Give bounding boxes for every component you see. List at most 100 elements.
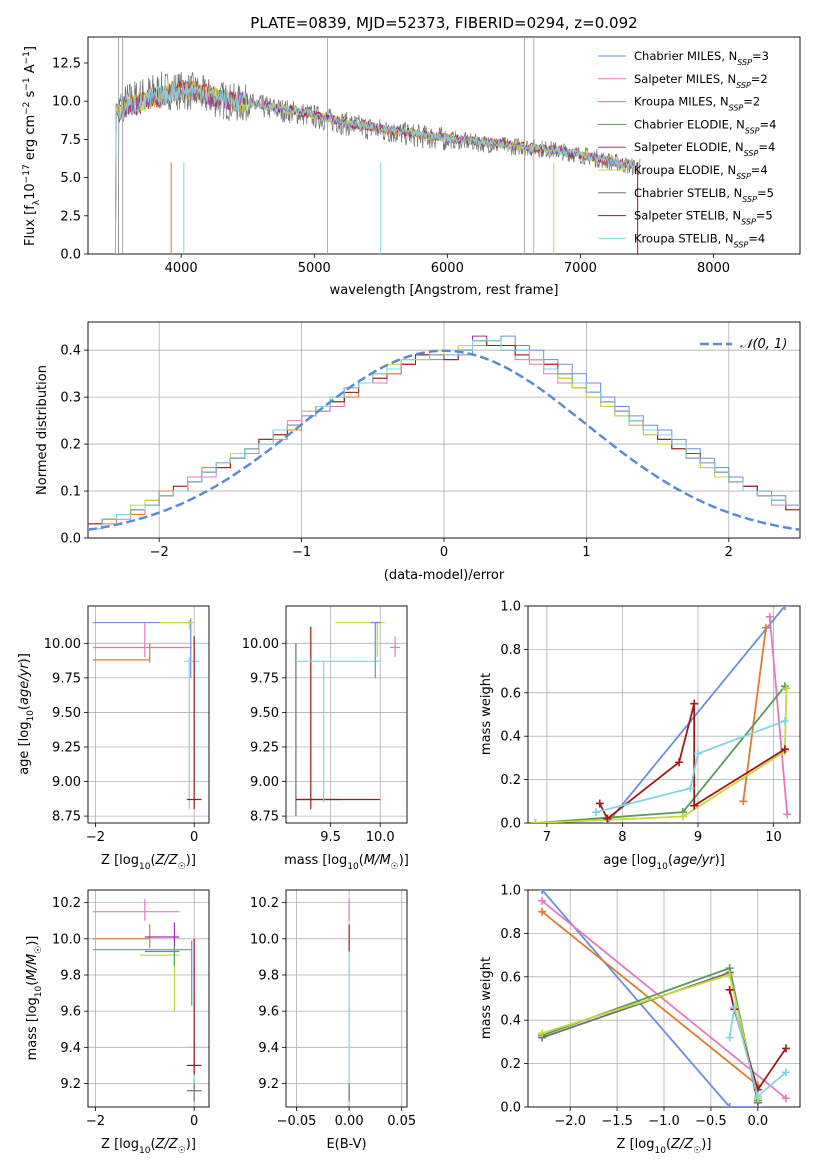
label-part: 10 xyxy=(23,183,38,200)
y-tick-label: 0.4 xyxy=(500,730,521,745)
label-part: =4 xyxy=(758,140,775,154)
label-part: )] xyxy=(186,853,196,868)
x-tick-label: 10 xyxy=(765,830,782,845)
x-tick-label: 7000 xyxy=(564,261,597,276)
axes-frame xyxy=(527,889,801,1108)
label-part: SSP xyxy=(734,240,749,249)
x-tick-label: 0.05 xyxy=(387,1114,416,1129)
y-tick-label: 10.0 xyxy=(250,932,279,947)
label-part: =5 xyxy=(757,186,774,200)
residuals-axes: −2 −1 0 1 2 0.0 0.1 0.2 0.3 0.4 𝒩(0, 1) (data-model… xyxy=(35,321,801,583)
label-part: 10 xyxy=(139,1146,151,1156)
label-part: Chabrier STELIB, N xyxy=(634,186,742,200)
y-axis-label: Flux [fλ10−17 erg cm−2 s−1 A−1] xyxy=(22,46,42,246)
weight-series xyxy=(595,720,786,813)
legend-entry: Salpeter MILES, NSSP=2 xyxy=(634,72,768,90)
y-tick-label: 9.4 xyxy=(60,1041,81,1056)
histogram-plot-area xyxy=(88,335,800,532)
y-tick-label: 12.5 xyxy=(52,56,81,71)
label-part: λ xyxy=(32,199,42,205)
y-tick-label: 9.8 xyxy=(258,968,279,983)
x-axis-label: Z [log10(Z/Z☉)] xyxy=(101,1137,196,1156)
label-part: )] xyxy=(715,853,725,868)
y-tick-label: 5.0 xyxy=(60,171,81,186)
label-part: ( xyxy=(359,853,364,868)
weight-series xyxy=(768,616,789,815)
model-spectrum xyxy=(114,79,635,254)
normal-curve xyxy=(88,349,800,532)
label-part: Kroupa MILES, N xyxy=(634,95,729,109)
label-part: )] xyxy=(399,853,409,868)
weight-marker xyxy=(538,907,547,916)
label-part: =5 xyxy=(756,209,773,223)
label-part: ( xyxy=(668,853,673,868)
y-tick-label: 10.2 xyxy=(52,896,81,911)
label-part: SSP xyxy=(736,80,751,89)
x-tick-label: 8000 xyxy=(697,261,730,276)
x-tick-label: 2 xyxy=(725,545,733,560)
label-part: M/M xyxy=(364,853,391,868)
label-part: A xyxy=(23,64,38,77)
label-part: 10 xyxy=(656,862,668,872)
x-tick-label: 1 xyxy=(582,545,590,560)
y-tick-label: 0.0 xyxy=(500,1101,521,1116)
label-part: −2 xyxy=(22,102,32,115)
weight-marker xyxy=(781,1044,790,1053)
x-tick-label: 0.0 xyxy=(747,1114,768,1129)
label-part: =2 xyxy=(751,72,768,86)
axes-frame xyxy=(87,36,801,255)
x-tick-label: −2 xyxy=(86,830,105,845)
y-tick-label: 9.75 xyxy=(250,671,279,686)
x-tick-label: −2.0 xyxy=(554,1114,586,1129)
y-tick-label: 9.00 xyxy=(52,775,81,790)
weight-series xyxy=(598,703,786,821)
label-part: =2 xyxy=(743,95,760,109)
label-part: −17 xyxy=(22,164,32,183)
mass-vs-z-plot-area xyxy=(92,899,202,1102)
y-axis-label: Normed distribution xyxy=(35,365,50,495)
x-tick-label: 5000 xyxy=(298,261,331,276)
weight-marker xyxy=(739,797,748,806)
y-tick-label: 0.6 xyxy=(500,686,521,701)
y-axis-label: age [log10(age/yr)] xyxy=(17,653,36,775)
y-tick-label: 10.00 xyxy=(44,637,81,652)
weight-marker xyxy=(725,970,734,979)
y-tick-label: 8.75 xyxy=(52,810,81,825)
x-axis-label: Z [log10(Z/Z☉)] xyxy=(617,1137,712,1156)
weight-marker xyxy=(780,717,789,726)
label-part: 10 xyxy=(139,862,151,872)
y-tick-label: 0.6 xyxy=(500,970,521,985)
weight-marker xyxy=(781,1068,790,1077)
weight-marker xyxy=(730,1003,739,1012)
y-tick-label: 0.0 xyxy=(500,817,521,832)
x-axis-label: Z [log10(Z/Z☉)] xyxy=(101,853,196,872)
weight-marker xyxy=(783,810,792,819)
weight-vs-z-axes: −2.0 −1.5 −1.0 −0.5 0.0 0.0 0.2 0.4 0.6 0.8 1.0 Z [… xyxy=(479,884,801,1156)
weight-vs-z-plot-area xyxy=(538,890,790,1107)
x-tick-label: 4000 xyxy=(165,261,198,276)
y-tick-label: 9.50 xyxy=(250,706,279,721)
legend-entry: Salpeter ELODIE, NSSP=4 xyxy=(634,140,775,158)
label-part: 10 xyxy=(26,710,36,722)
x-tick-label: −0.05 xyxy=(277,1114,317,1129)
label-part: )] xyxy=(25,936,40,946)
label-part: −1 xyxy=(22,77,32,90)
y-tick-label: 0.4 xyxy=(60,344,81,359)
y-tick-label: 9.25 xyxy=(52,740,81,755)
x-tick-label: −1.0 xyxy=(648,1114,680,1129)
x-axis-label: age [log10(age/yr)] xyxy=(603,853,725,872)
label-part: age/yr xyxy=(17,662,32,705)
age-vs-mass-axes: 9.5 10.0 8.75 9.00 9.25 9.50 9.75 10.00 mass [lo… xyxy=(242,605,409,872)
weight-marker xyxy=(592,808,600,817)
x-axis-label: wavelength [Angstrom, rest frame] xyxy=(330,283,559,298)
x-tick-label: 8 xyxy=(618,830,626,845)
label-part: Z [log xyxy=(101,853,139,868)
axes-frame xyxy=(87,605,210,824)
weight-marker xyxy=(780,606,789,610)
label-part: Kroupa ELODIE, N xyxy=(634,163,736,177)
label-part: erg cm xyxy=(23,115,38,164)
label-part: SSP xyxy=(742,194,757,203)
x-tick-label: −1.5 xyxy=(601,1114,633,1129)
